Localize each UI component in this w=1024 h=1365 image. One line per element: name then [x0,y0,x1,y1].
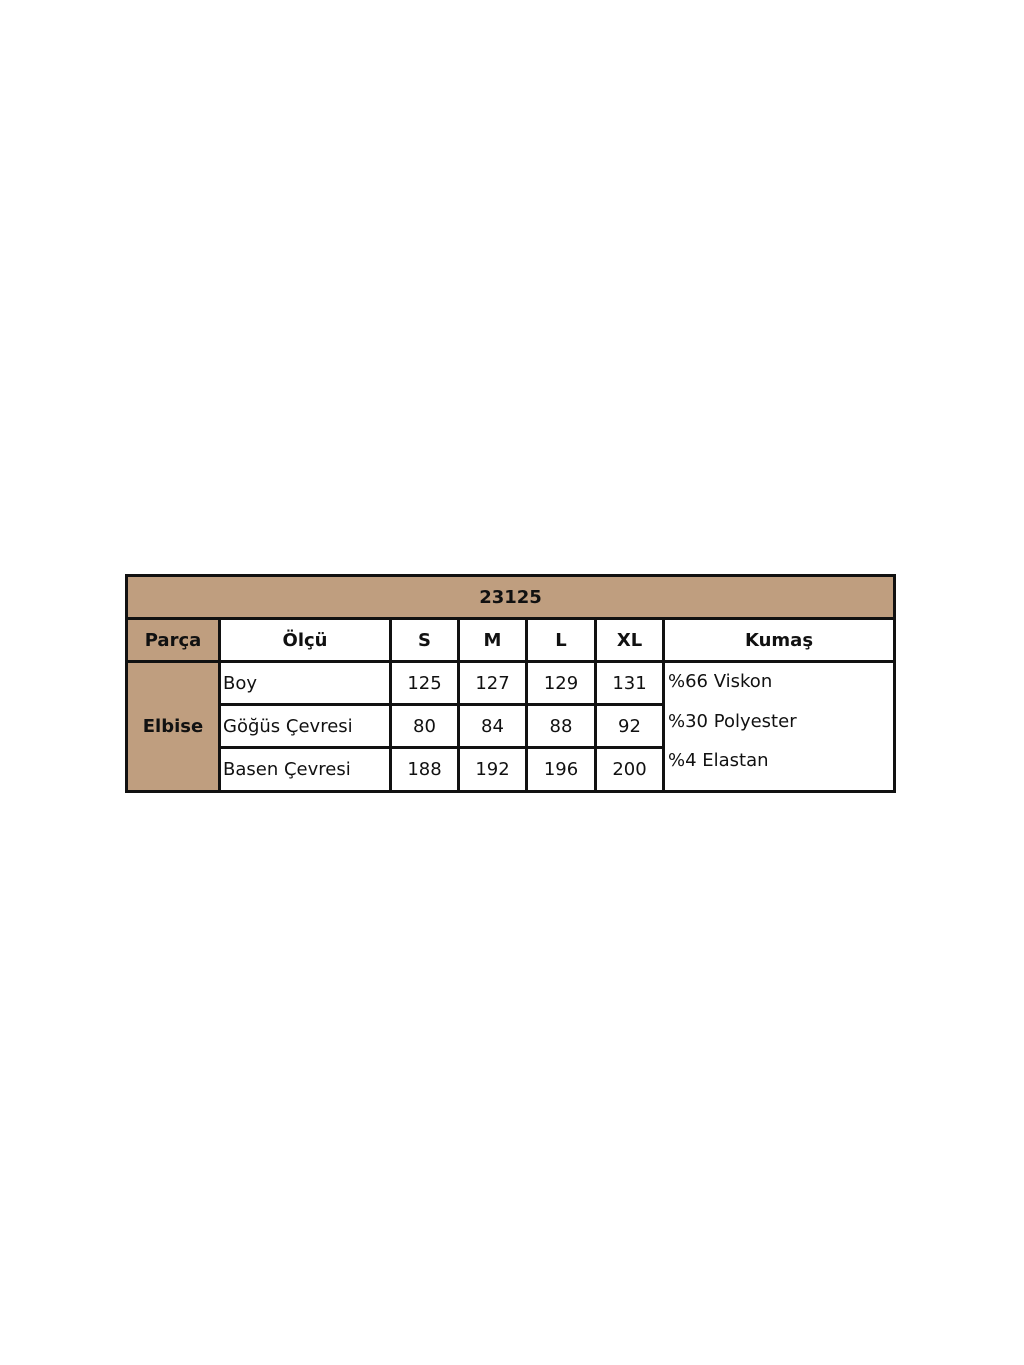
value-cell: 129 [525,659,597,707]
value-cell: 84 [457,703,528,750]
value-cell: 127 [457,659,528,707]
header-size-s: S [389,617,460,663]
header-size-m: M [457,617,528,663]
measure-label: Basen Çevresi [218,746,392,793]
value-cell: 200 [594,746,665,793]
header-fabric: Kumaş [662,617,896,663]
value-cell: 131 [594,659,665,707]
value-cell: 88 [525,703,597,750]
table-row: Basen Çevresi 188 192 196 200 [127,746,895,793]
part-name: Elbise [125,660,221,793]
header-row: Parça Ölçü S M L XL Kumaş [125,617,896,663]
header-measure: Ölçü [218,617,392,663]
value-cell: 196 [525,746,597,793]
fabric-line: %4 Elastan [668,750,769,771]
table-row: Elbise Boy 125 127 129 131 %66 Viskon %3… [125,659,896,793]
size-chart-table: 23125 Parça Ölçü S M L XL Kumaş Elbise B… [125,574,896,793]
value-cell: 192 [457,746,528,793]
measure-label: Boy [218,659,392,707]
header-size-l: L [525,617,597,663]
fabric-composition: %66 Viskon %30 Polyester %4 Elastan [662,660,896,793]
value-cell: 188 [389,746,460,793]
value-cell: 125 [389,659,460,707]
table-row: Göğüs Çevresi 80 84 88 92 [127,703,895,750]
fabric-line: %66 Viskon [668,671,773,692]
header-part: Parça [125,617,221,663]
value-cell: 80 [389,703,460,750]
value-cell: 92 [594,703,665,750]
header-size-xl: XL [594,617,665,663]
measure-label: Göğüs Çevresi [218,703,392,750]
product-code: 23125 [125,574,896,620]
title-row: 23125 [125,574,896,620]
fabric-line: %30 Polyester [668,710,797,732]
